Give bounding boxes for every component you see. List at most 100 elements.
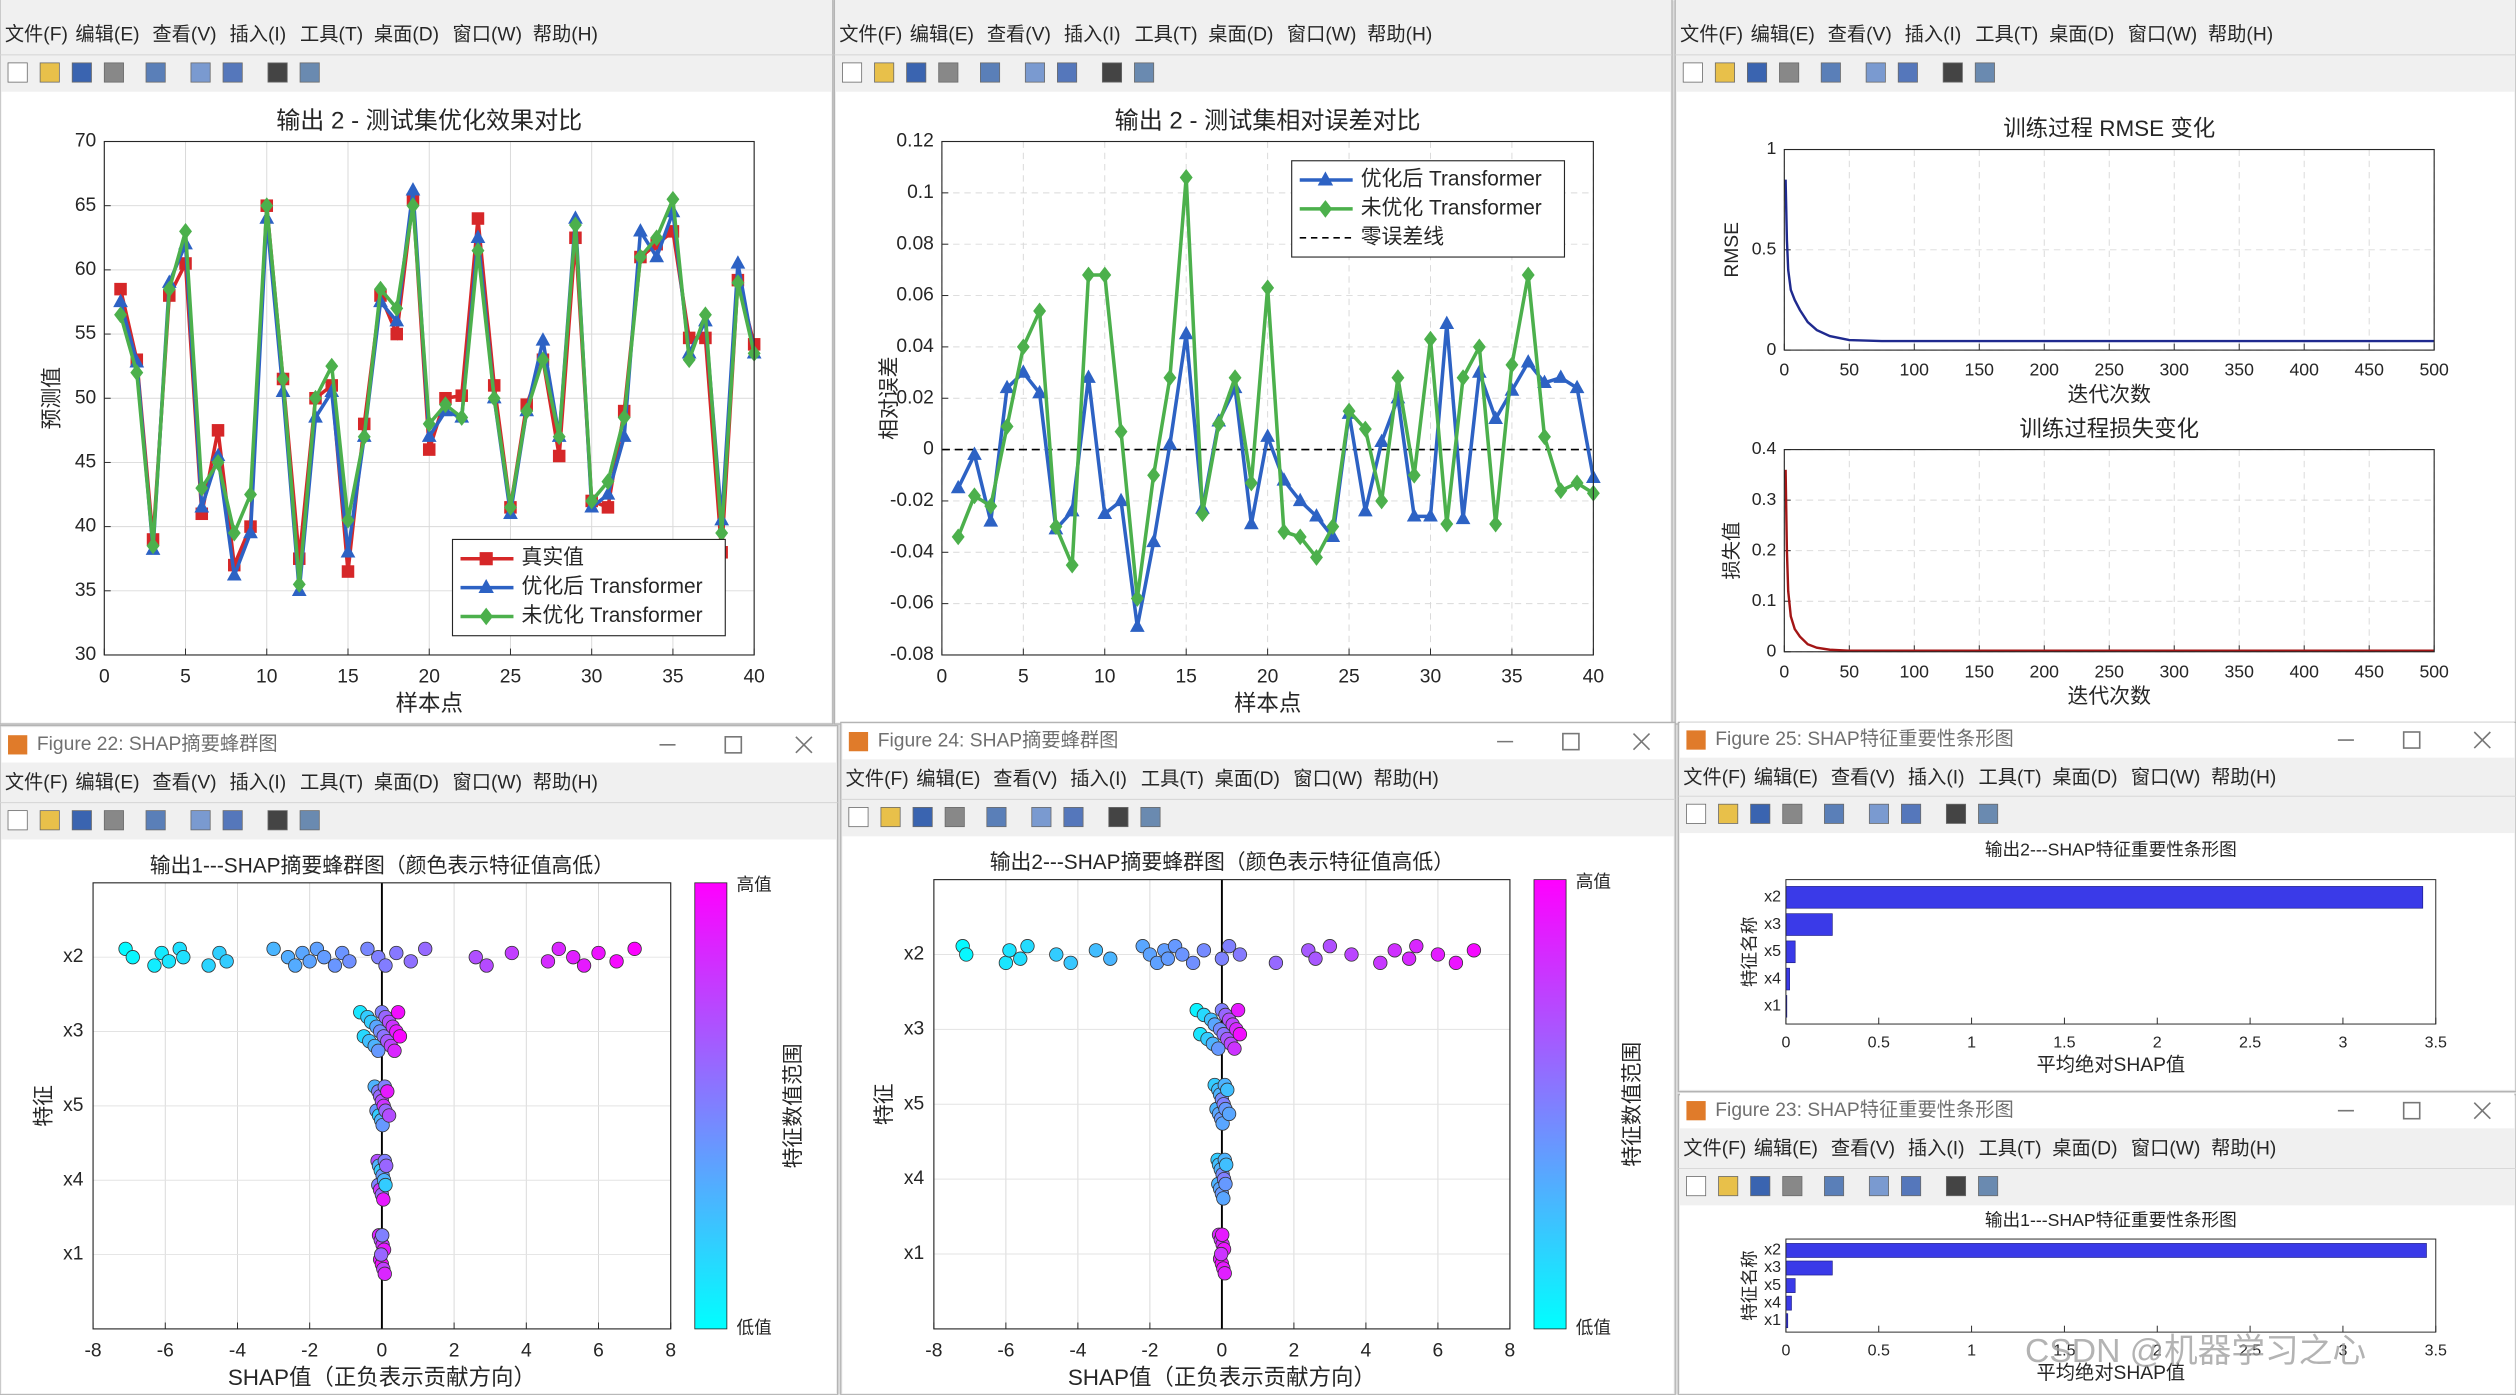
toolbar-button[interactable]: [39, 62, 60, 83]
menu-item[interactable]: 查看(V): [987, 24, 1051, 46]
toolbar-button[interactable]: [906, 62, 927, 83]
menu-item[interactable]: 窗口(W): [2128, 24, 2198, 46]
toolbar-button[interactable]: [1782, 803, 1803, 824]
toolbar-button[interactable]: [1057, 62, 1078, 83]
menu-item[interactable]: 插入(I): [1905, 24, 1962, 46]
toolbar-button[interactable]: [986, 807, 1007, 828]
toolbar-button[interactable]: [145, 810, 166, 831]
menu-item[interactable]: 编辑(E): [75, 24, 139, 46]
toolbar-button[interactable]: [39, 810, 60, 831]
toolbar-button[interactable]: [1031, 807, 1052, 828]
toolbar-button[interactable]: [1101, 62, 1123, 83]
toolbar-button[interactable]: [299, 810, 320, 831]
menu-item[interactable]: 帮助(H): [2208, 24, 2273, 46]
toolbar-button[interactable]: [1978, 1176, 1999, 1197]
menu-item[interactable]: 编辑(E): [1751, 24, 1815, 46]
menu-item[interactable]: 编辑(E): [910, 24, 974, 46]
menu-item[interactable]: 插入(I): [229, 24, 286, 46]
maximize-button[interactable]: [724, 736, 743, 754]
toolbar-button[interactable]: [1682, 62, 1703, 83]
toolbar-button[interactable]: [299, 62, 320, 83]
menu-item[interactable]: 编辑(E): [916, 768, 980, 790]
menu-item[interactable]: 编辑(E): [75, 771, 139, 793]
maximize-button[interactable]: [1562, 732, 1580, 751]
menu-item[interactable]: 工具(T): [1975, 25, 2038, 46]
menu-item[interactable]: 窗口(W): [452, 24, 521, 46]
menu-item[interactable]: 帮助(H): [2211, 767, 2276, 789]
toolbar-button[interactable]: [848, 807, 869, 828]
toolbar-button[interactable]: [1750, 803, 1771, 824]
toolbar-button[interactable]: [7, 62, 28, 83]
menu-item[interactable]: 桌面(D): [2052, 1137, 2117, 1159]
menu-item[interactable]: 工具(T): [1134, 25, 1197, 46]
toolbar-button[interactable]: [103, 62, 124, 83]
close-button[interactable]: [1632, 733, 1651, 751]
menu-item[interactable]: 文件(F): [5, 771, 68, 793]
menu-item[interactable]: 查看(V): [152, 24, 216, 46]
menu-item[interactable]: 帮助(H): [1374, 768, 1439, 790]
toolbar-button[interactable]: [1108, 807, 1129, 828]
toolbar-button[interactable]: [190, 62, 211, 83]
maximize-button[interactable]: [2402, 731, 2421, 749]
menu-item[interactable]: 窗口(W): [2131, 767, 2201, 789]
menu-item[interactable]: 桌面(D): [374, 24, 439, 46]
menu-item[interactable]: 桌面(D): [2049, 24, 2114, 46]
toolbar-button[interactable]: [874, 62, 895, 83]
toolbar-button[interactable]: [7, 810, 28, 831]
menu-item[interactable]: 查看(V): [1828, 24, 1892, 46]
toolbar-button[interactable]: [222, 62, 243, 83]
toolbar-button[interactable]: [938, 62, 959, 83]
toolbar-button[interactable]: [1750, 1176, 1771, 1197]
menu-item[interactable]: 文件(F): [1683, 1137, 1746, 1159]
menu-item[interactable]: 桌面(D): [1208, 24, 1273, 46]
menu-item[interactable]: 工具(T): [300, 25, 363, 46]
toolbar-button[interactable]: [71, 810, 92, 831]
toolbar-button[interactable]: [1686, 803, 1707, 824]
menu-item[interactable]: 查看(V): [1831, 1137, 1895, 1159]
menu-item[interactable]: 窗口(W): [2131, 1137, 2201, 1159]
toolbar-button[interactable]: [1978, 803, 1999, 824]
menu-item[interactable]: 文件(F): [1680, 24, 1743, 46]
menu-item[interactable]: 插入(I): [229, 771, 286, 793]
menu-item[interactable]: 桌面(D): [374, 771, 439, 793]
menu-item[interactable]: 工具(T): [1141, 769, 1204, 790]
menu-item[interactable]: 窗口(W): [1287, 24, 1356, 46]
menu-item[interactable]: 帮助(H): [533, 771, 598, 793]
toolbar-button[interactable]: [1901, 803, 1922, 824]
toolbar-button[interactable]: [103, 810, 124, 831]
close-button[interactable]: [2473, 731, 2491, 749]
toolbar-button[interactable]: [145, 62, 166, 83]
toolbar-button[interactable]: [842, 62, 863, 83]
toolbar-button[interactable]: [1746, 62, 1768, 83]
menu-item[interactable]: 编辑(E): [1754, 767, 1818, 789]
toolbar-button[interactable]: [1718, 1176, 1739, 1197]
toolbar-button[interactable]: [1824, 803, 1845, 824]
close-button[interactable]: [2473, 1102, 2491, 1120]
menu-item[interactable]: 帮助(H): [1367, 24, 1432, 46]
toolbar-button[interactable]: [1897, 62, 1918, 83]
toolbar-button[interactable]: [267, 62, 288, 83]
menu-item[interactable]: 插入(I): [1064, 24, 1121, 46]
menu-item[interactable]: 文件(F): [839, 24, 902, 46]
menu-item[interactable]: 插入(I): [1908, 767, 1965, 789]
toolbar-button[interactable]: [1901, 1176, 1922, 1197]
toolbar-button[interactable]: [1779, 62, 1800, 83]
menu-item[interactable]: 编辑(E): [1754, 1137, 1818, 1159]
toolbar-button[interactable]: [71, 62, 92, 83]
toolbar-button[interactable]: [1140, 807, 1161, 828]
toolbar-button[interactable]: [1868, 803, 1890, 824]
menu-item[interactable]: 插入(I): [1908, 1137, 1965, 1159]
toolbar-button[interactable]: [880, 807, 901, 828]
menu-item[interactable]: 桌面(D): [1215, 768, 1280, 790]
toolbar-button[interactable]: [1824, 1176, 1845, 1197]
toolbar-button[interactable]: [1024, 62, 1045, 83]
menu-item[interactable]: 插入(I): [1070, 768, 1127, 790]
toolbar-button[interactable]: [980, 62, 1001, 83]
toolbar-button[interactable]: [267, 810, 288, 831]
menu-item[interactable]: 帮助(H): [533, 24, 598, 46]
menu-item[interactable]: 文件(F): [1683, 767, 1746, 789]
toolbar-button[interactable]: [1063, 807, 1084, 828]
menu-item[interactable]: 工具(T): [1978, 1138, 2041, 1159]
toolbar-button[interactable]: [1945, 803, 1967, 824]
close-button[interactable]: [795, 736, 813, 754]
